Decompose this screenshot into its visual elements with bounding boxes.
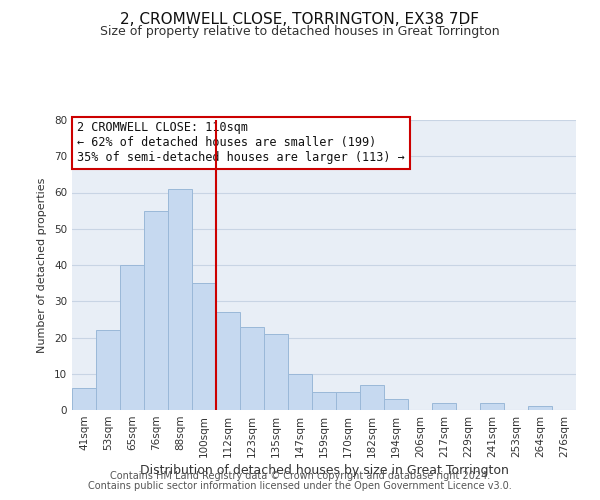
Bar — [288, 374, 312, 410]
Text: Contains public sector information licensed under the Open Government Licence v3: Contains public sector information licen… — [88, 481, 512, 491]
X-axis label: Distribution of detached houses by size in Great Torrington: Distribution of detached houses by size … — [140, 464, 508, 477]
Bar — [216, 312, 240, 410]
Y-axis label: Number of detached properties: Number of detached properties — [37, 178, 47, 352]
Bar — [528, 406, 552, 410]
Bar — [360, 384, 384, 410]
Bar — [312, 392, 336, 410]
Bar — [432, 403, 456, 410]
Bar — [384, 399, 408, 410]
Bar — [168, 189, 192, 410]
Bar — [264, 334, 288, 410]
Text: 2 CROMWELL CLOSE: 110sqm
← 62% of detached houses are smaller (199)
35% of semi-: 2 CROMWELL CLOSE: 110sqm ← 62% of detach… — [77, 122, 405, 164]
Text: 2, CROMWELL CLOSE, TORRINGTON, EX38 7DF: 2, CROMWELL CLOSE, TORRINGTON, EX38 7DF — [121, 12, 479, 28]
Bar — [240, 326, 264, 410]
Text: Size of property relative to detached houses in Great Torrington: Size of property relative to detached ho… — [100, 25, 500, 38]
Bar — [144, 210, 168, 410]
Bar — [96, 330, 120, 410]
Bar — [192, 283, 216, 410]
Bar — [72, 388, 96, 410]
Bar — [120, 265, 144, 410]
Bar — [480, 403, 504, 410]
Text: Contains HM Land Registry data © Crown copyright and database right 2024.: Contains HM Land Registry data © Crown c… — [110, 471, 490, 481]
Bar — [336, 392, 360, 410]
